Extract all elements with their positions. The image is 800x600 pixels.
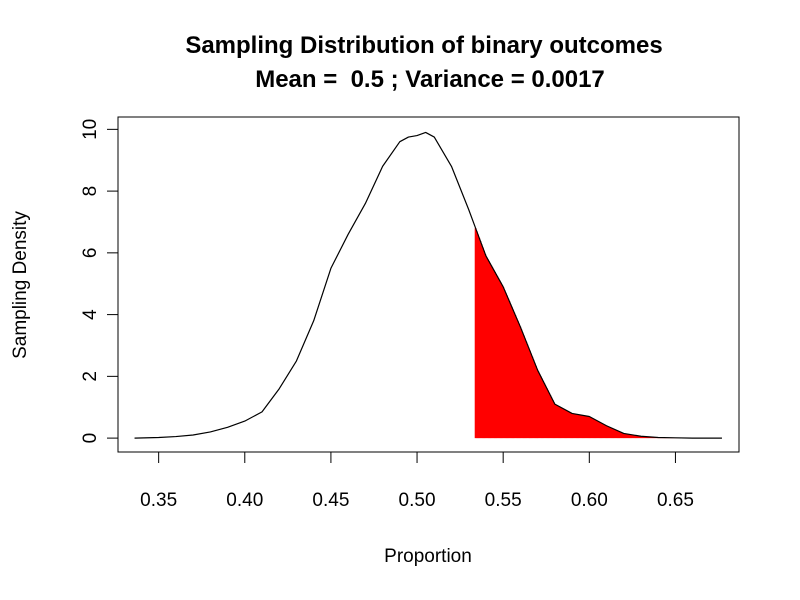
y-tick-label: 6 — [80, 248, 101, 259]
y-tick-label: 0 — [80, 433, 101, 444]
x-axis: 0.35 0.40 0.45 0.50 0.55 0.60 0.65 — [140, 451, 694, 511]
y-tick-label: 8 — [80, 186, 101, 197]
x-tick-label: 0.40 — [226, 490, 263, 511]
shaded-tail-region — [474, 228, 693, 439]
chart-subtitle: Mean = 0.5 ; Variance = 0.0017 — [255, 66, 605, 93]
x-tick-label: 0.60 — [571, 490, 608, 511]
y-tick-label: 2 — [80, 371, 101, 382]
y-axis-label: Sampling Density — [10, 211, 31, 359]
plot-frame — [117, 116, 740, 453]
x-tick-label: 0.50 — [399, 490, 436, 511]
x-tick-label: 0.35 — [140, 490, 177, 511]
chart-title: Sampling Distribution of binary outcomes — [185, 32, 662, 59]
x-tick-label: 0.55 — [485, 490, 522, 511]
x-tick-label: 0.45 — [312, 490, 349, 511]
y-axis: 0 2 4 6 8 10 — [80, 119, 119, 444]
x-tick-label: 0.65 — [657, 490, 694, 511]
x-axis-label: Proportion — [384, 546, 472, 567]
y-tick-label: 10 — [80, 119, 101, 140]
density-curve-layer — [134, 131, 722, 439]
y-tick-label: 4 — [80, 309, 101, 320]
density-curve — [134, 131, 722, 439]
